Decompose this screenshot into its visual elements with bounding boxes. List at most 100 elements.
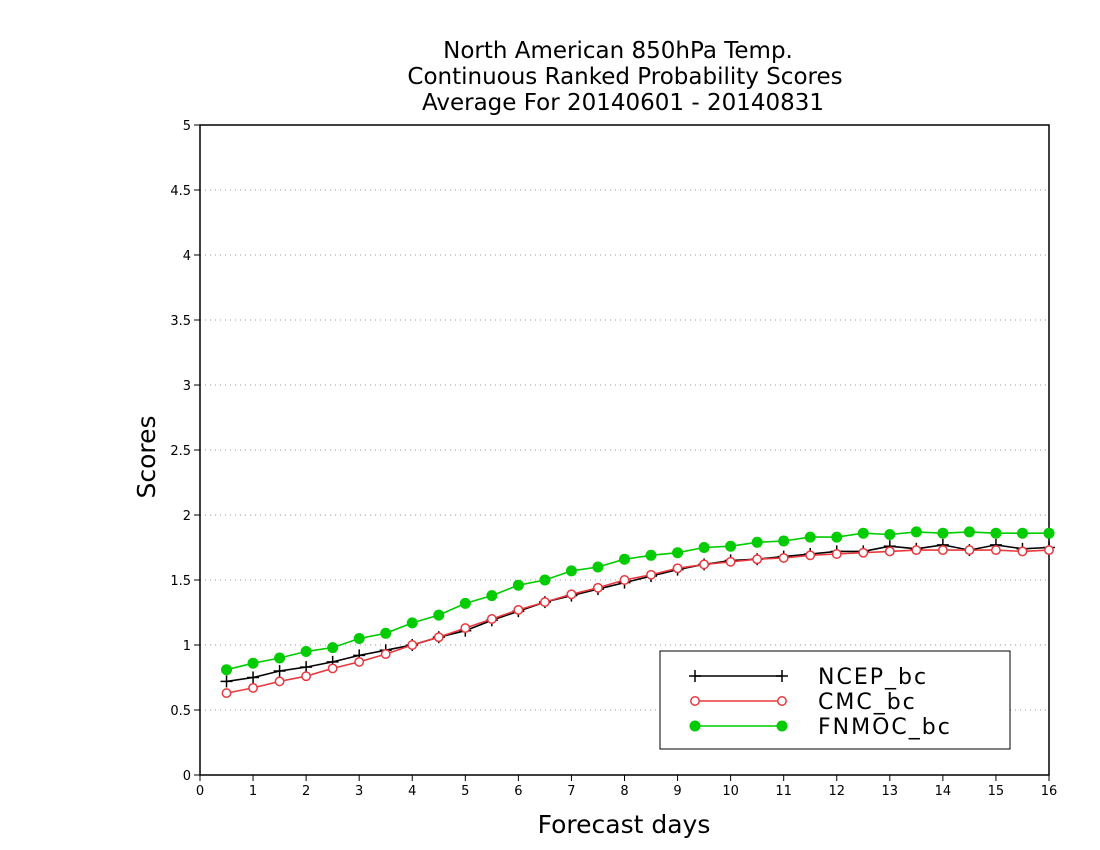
filled-circle-marker	[884, 529, 896, 540]
y-axis-ticks: 0 0.5 1 1.5 2 2.5 3 3.5 4 4.5 5	[170, 119, 200, 784]
open-circle-marker	[646, 569, 656, 580]
x-axis-label: Forecast days	[538, 810, 711, 839]
open-circle-marker	[831, 549, 842, 559]
x-tick-label: 0	[196, 784, 204, 799]
x-tick-label: 4	[408, 784, 416, 799]
legend-label: NCEP_bc	[818, 665, 928, 690]
x-tick-label: 8	[620, 784, 628, 799]
open-circle-marker	[990, 545, 1001, 556]
filled-circle-marker	[645, 549, 657, 561]
x-tick-label: 11	[775, 784, 792, 799]
open-circle-marker	[513, 604, 524, 615]
open-circle-marker	[805, 550, 816, 561]
x-tick-label: 13	[882, 784, 899, 799]
filled-circle-marker	[963, 526, 975, 538]
filled-circle-marker	[804, 531, 816, 543]
open-circle-marker	[937, 545, 948, 556]
open-circle-marker	[672, 563, 683, 574]
y-tick-label: 5	[183, 119, 191, 134]
open-circle-marker	[407, 640, 418, 650]
plus-marker	[689, 670, 701, 682]
y-tick-label: 2	[183, 509, 191, 524]
filled-circle-marker	[857, 527, 869, 539]
open-circle-marker	[566, 589, 577, 600]
filled-circle-marker	[776, 720, 788, 732]
x-tick-label: 16	[1041, 784, 1058, 799]
plus-marker	[220, 675, 233, 688]
open-circle-marker	[752, 554, 763, 565]
series-fnmoc-bc	[221, 526, 1055, 676]
title-line-3: Average For 20140601 - 20140831	[422, 90, 824, 116]
x-tick-label: 14	[935, 784, 952, 799]
x-tick-label: 3	[355, 784, 363, 799]
title-line-1: North American 850hPa Temp.	[443, 38, 793, 64]
filled-circle-marker	[672, 547, 684, 559]
open-circle-marker	[593, 582, 603, 593]
filled-circle-marker	[221, 664, 233, 676]
filled-circle-marker	[698, 542, 710, 553]
filled-circle-marker	[725, 540, 737, 552]
open-circle-marker	[619, 575, 630, 585]
y-tick-label: 2.5	[170, 444, 191, 459]
filled-circle-marker	[247, 657, 259, 669]
open-circle-marker	[486, 614, 497, 624]
plus-marker	[247, 671, 260, 684]
filled-circle-marker	[486, 590, 498, 602]
filled-circle-marker	[619, 553, 630, 565]
x-tick-label: 12	[828, 784, 845, 799]
filled-circle-marker	[565, 565, 577, 577]
filled-circle-marker	[300, 646, 312, 657]
legend-item: NCEP_bc	[689, 665, 928, 690]
open-circle-marker	[1017, 546, 1028, 557]
y-axis-label: Scores	[132, 415, 161, 498]
filled-circle-marker	[433, 609, 445, 621]
filled-circle-marker	[592, 561, 604, 573]
open-circle-marker	[221, 688, 232, 699]
x-tick-label: 7	[567, 784, 575, 799]
legend-item: CMC_bc	[690, 690, 917, 715]
filled-circle-marker	[512, 579, 524, 591]
open-circle-marker	[725, 556, 736, 567]
open-circle-marker	[778, 552, 789, 563]
open-circle-marker	[301, 671, 312, 682]
grid-lines	[200, 189, 1049, 711]
open-circle-marker	[777, 696, 787, 706]
y-tick-label: 4	[183, 249, 191, 264]
filled-circle-marker	[910, 526, 922, 538]
filled-circle-marker	[1043, 527, 1055, 539]
legend-box	[659, 650, 1011, 750]
legend-label: CMC_bc	[818, 690, 917, 715]
open-circle-marker	[884, 546, 895, 557]
open-circle-marker	[1044, 545, 1054, 556]
filled-circle-marker	[459, 597, 471, 609]
open-circle-marker	[699, 559, 710, 570]
filled-circle-marker	[353, 633, 365, 644]
filled-circle-marker	[327, 642, 339, 654]
open-circle-marker	[539, 597, 550, 608]
filled-circle-marker	[539, 574, 551, 586]
filled-circle-marker	[689, 720, 701, 732]
y-tick-label: 3	[183, 379, 191, 394]
y-tick-label: 1	[183, 639, 191, 654]
y-tick-label: 3.5	[170, 314, 191, 329]
open-circle-marker	[964, 545, 975, 556]
filled-circle-marker	[831, 531, 843, 543]
filled-circle-marker	[1016, 527, 1028, 539]
series-line	[226, 531, 1049, 671]
filled-circle-marker	[751, 536, 763, 548]
open-circle-marker	[858, 547, 869, 558]
legend-item: FNMOC_bc	[689, 715, 950, 740]
x-tick-label: 15	[988, 784, 1005, 799]
filled-circle-marker	[937, 527, 949, 539]
open-circle-marker	[460, 623, 471, 634]
filled-circle-marker	[380, 627, 392, 639]
filled-circle-marker	[274, 652, 286, 664]
plus-marker	[300, 661, 313, 674]
open-circle-marker	[248, 682, 259, 693]
open-circle-marker	[433, 632, 444, 643]
series-layer	[220, 526, 1055, 699]
x-axis-ticks: 0 1 2 3 4 5 6 7 8 9 10 11 12 13 14 15 16	[196, 775, 1057, 799]
filled-circle-marker	[990, 527, 1002, 539]
filled-circle-marker	[778, 535, 790, 547]
